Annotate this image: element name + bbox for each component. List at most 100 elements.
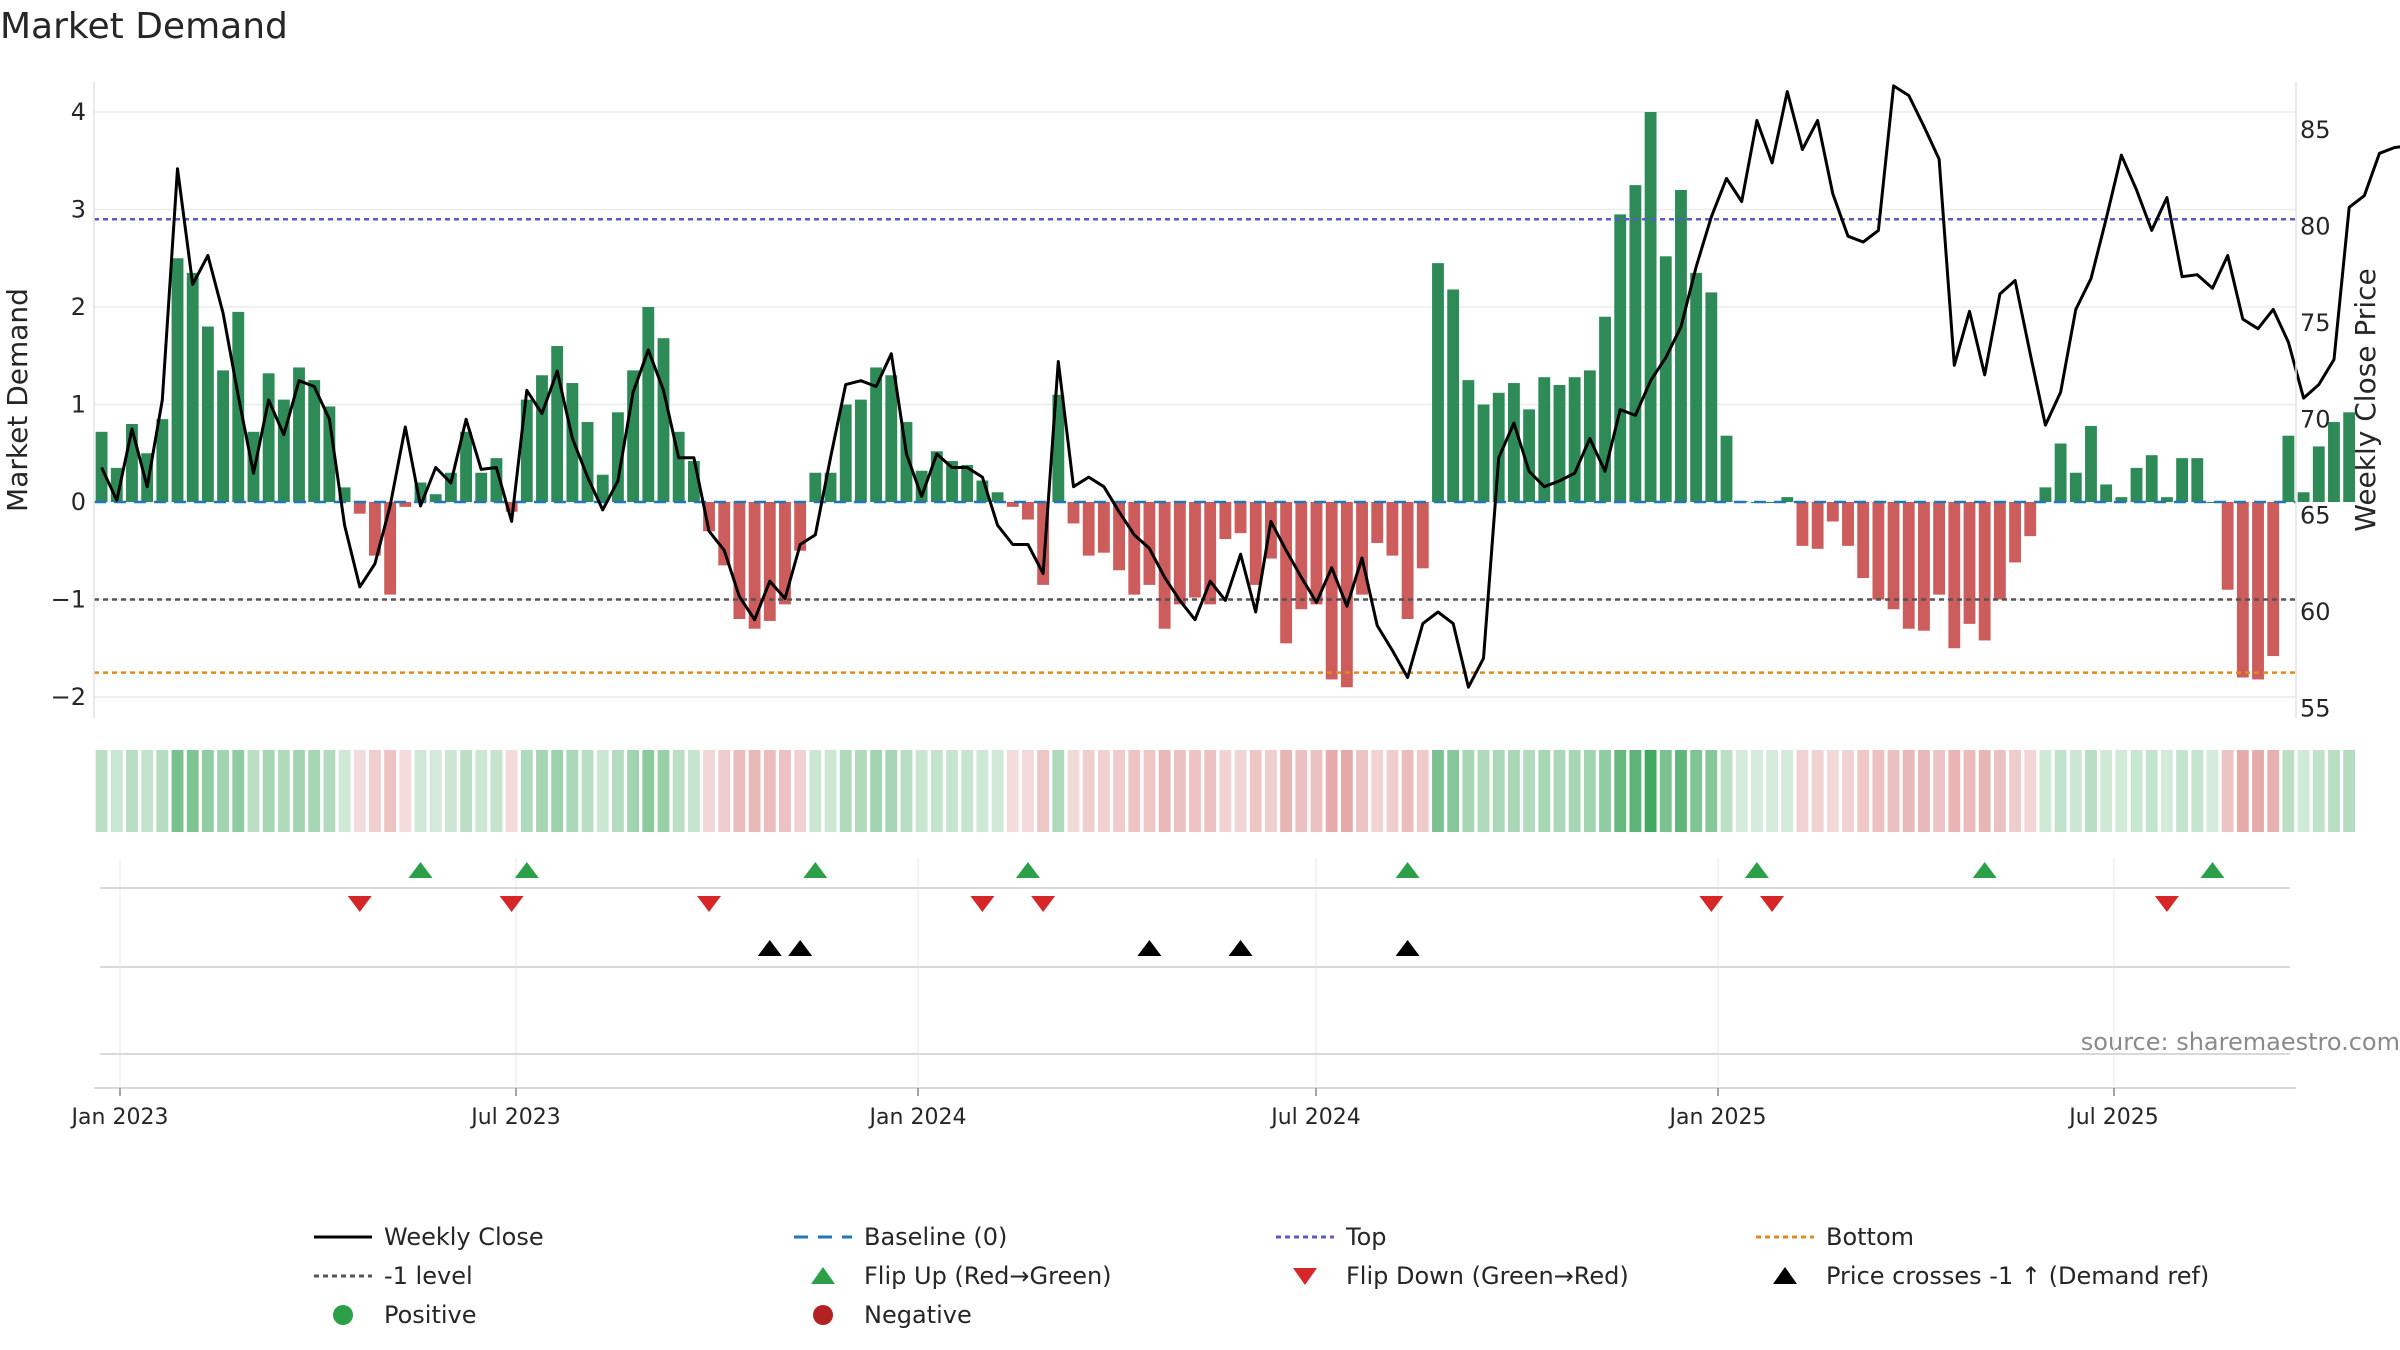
- demand-bar: [961, 464, 974, 502]
- legend: Weekly Close Baseline (0) Top Bottom -1 leve…: [314, 1223, 2209, 1329]
- heat-cell: [247, 750, 260, 832]
- demand-bar: [2115, 497, 2128, 502]
- demand-bar: [520, 399, 533, 502]
- price-cross-marker: [1395, 940, 1420, 956]
- demand-bar: [171, 258, 184, 502]
- heat-cell: [1720, 750, 1733, 832]
- demand-bar: [1113, 502, 1125, 571]
- heat-cell: [1310, 750, 1323, 832]
- heat-cell: [110, 750, 123, 832]
- demand-bar: [1523, 409, 1536, 502]
- heat-cell: [2024, 750, 2037, 832]
- y-left-tick-label: 0: [71, 488, 86, 516]
- heat-cell: [885, 750, 898, 832]
- demand-bar: [1067, 502, 1080, 524]
- heat-cell: [293, 750, 305, 832]
- chart-title: Market Demand: [0, 6, 288, 47]
- heat-cell: [171, 750, 184, 832]
- heat-cell: [1249, 750, 1262, 832]
- heat-cell: [854, 750, 867, 832]
- demand-bar: [1280, 502, 1293, 644]
- heat-cell: [384, 750, 397, 832]
- demand-bar: [612, 412, 624, 502]
- demand-bar: [566, 383, 579, 502]
- legend-label: -1 level: [384, 1262, 473, 1290]
- demand-bar: [505, 502, 518, 512]
- legend-label: Weekly Close: [384, 1223, 544, 1251]
- y-right-tick-label: 70: [2300, 405, 2331, 433]
- demand-bar: [2252, 502, 2264, 680]
- demand-bar: [1128, 502, 1141, 595]
- demand-bar: [156, 419, 169, 502]
- demand-bar: [399, 502, 412, 507]
- demand-bar: [2221, 502, 2234, 590]
- heat-cell: [2085, 750, 2097, 832]
- demand-bar: [1902, 502, 1915, 629]
- heat-cell: [1477, 750, 1490, 832]
- source-note: source: sharemaestro.com: [2081, 1028, 2400, 1056]
- heat-cell: [353, 750, 366, 832]
- demand-bar: [2024, 502, 2037, 537]
- demand-bar: [1371, 502, 1384, 543]
- demand-bar: [1811, 502, 1824, 549]
- demand-bar: [1416, 502, 1429, 569]
- heat-cell: [95, 750, 108, 832]
- flip-down-marker: [1031, 896, 1056, 912]
- demand-bars: [95, 112, 2356, 688]
- demand-bar: [444, 472, 457, 502]
- heat-cell: [1280, 750, 1293, 832]
- reference-lines: [94, 218, 2296, 674]
- demand-bar: [95, 431, 108, 502]
- heat-cell: [961, 750, 974, 832]
- heat-cell: [323, 750, 336, 832]
- flip-up-marker: [1395, 862, 1420, 878]
- legend-item: Weekly Close: [314, 1223, 544, 1251]
- heat-cell: [1553, 750, 1566, 832]
- heat-cell: [399, 750, 412, 832]
- heat-cell: [1052, 750, 1065, 832]
- legend-swatch: [811, 1267, 835, 1284]
- y-right-tick-label: 85: [2300, 116, 2331, 144]
- flip-up-marker: [2200, 862, 2225, 878]
- heat-cell: [1507, 750, 1520, 832]
- demand-bar: [293, 367, 305, 502]
- demand-bar: [2191, 458, 2204, 502]
- heat-cell: [763, 750, 776, 832]
- demand-bar: [323, 406, 336, 502]
- heat-cell: [1006, 750, 1019, 832]
- heat-cell: [1735, 750, 1748, 832]
- demand-bar: [1097, 502, 1110, 553]
- heat-cell: [186, 750, 199, 832]
- heat-cell: [1189, 750, 1201, 832]
- flip-down-marker: [1699, 896, 1724, 912]
- heat-cell: [1523, 750, 1536, 832]
- demand-bar: [1872, 502, 1885, 600]
- heat-cell: [520, 750, 533, 832]
- x-tick-label: Jul 2025: [2067, 1105, 2159, 1130]
- heat-cell: [2160, 750, 2173, 832]
- demand-bar: [2267, 502, 2280, 657]
- x-tick-label: Jan 2023: [70, 1105, 169, 1130]
- heat-cell: [1295, 750, 1308, 832]
- legend-label: Bottom: [1826, 1223, 1914, 1251]
- legend-item: Price crosses -1 ↑ (Demand ref): [1773, 1262, 2209, 1290]
- heat-cell: [946, 750, 958, 832]
- y-right-tick-label: 60: [2300, 598, 2331, 626]
- heat-cell: [1416, 750, 1429, 832]
- demand-bar: [1234, 502, 1247, 534]
- flip-up-marker: [803, 862, 828, 878]
- legend-item: Flip Down (Green→Red): [1293, 1262, 1629, 1290]
- demand-bar: [1082, 502, 1095, 556]
- demand-bar: [1219, 502, 1232, 540]
- demand-bar: [581, 422, 594, 502]
- legend-swatch: [333, 1305, 353, 1325]
- demand-bar: [718, 502, 731, 566]
- heat-cell: [2130, 750, 2143, 832]
- heat-cell: [2312, 750, 2325, 832]
- heat-cell: [900, 750, 913, 832]
- heat-cell: [2252, 750, 2264, 832]
- demand-bar: [1447, 289, 1460, 502]
- demand-bar: [277, 399, 290, 502]
- heat-cell: [1097, 750, 1110, 832]
- heat-cell: [369, 750, 381, 832]
